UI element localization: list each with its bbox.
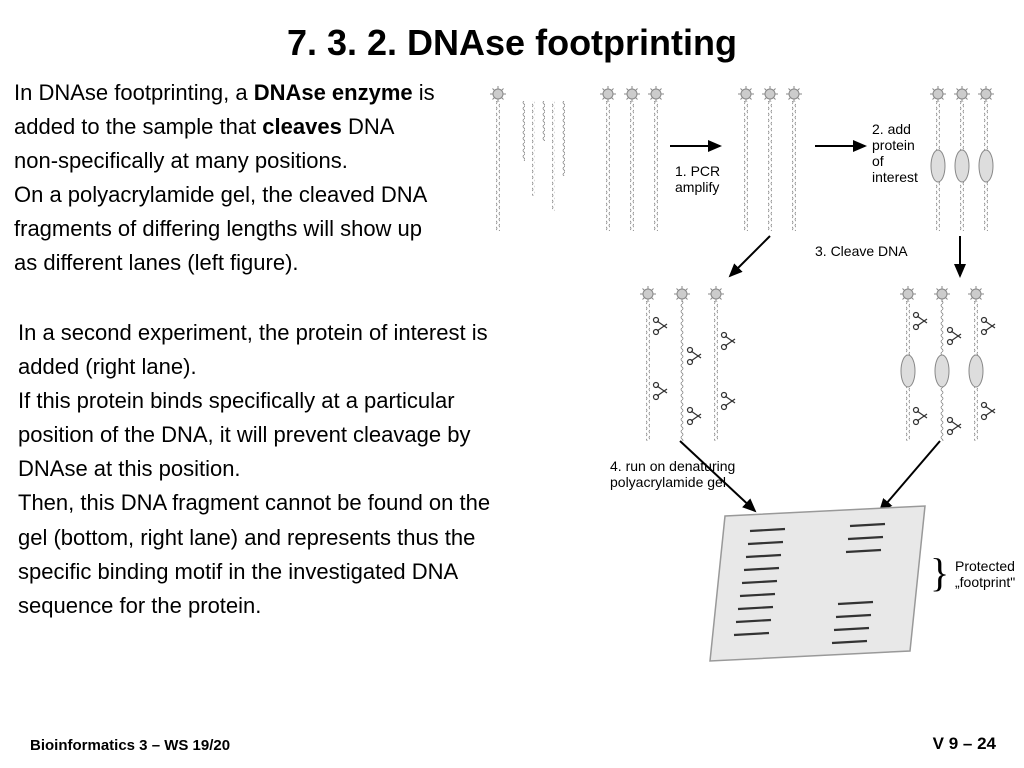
label-step3: 3. Cleave DNA <box>815 243 908 259</box>
p2-text: DNAse at this position. <box>18 456 241 481</box>
footer-course: Bioinformatics 3 – WS 19/20 <box>30 737 230 754</box>
dna-cleaved-with-protein <box>900 286 995 441</box>
label-footprint1: Protected <box>955 558 1015 574</box>
dna-fragments-varying <box>522 101 565 211</box>
p1-bold-cleaves: cleaves <box>262 114 342 139</box>
paragraph-1: In DNAse footprinting, a DNAse enzyme is… <box>14 76 454 281</box>
label-step2c: of <box>872 153 884 169</box>
p1-text: as different lanes (left figure). <box>14 250 299 275</box>
label-step1a: 1. PCR <box>675 163 720 179</box>
label-step1b: amplify <box>675 179 719 195</box>
label-step2d: interest <box>872 169 918 185</box>
diagram-svg: 1. PCR amplify 2. add protein of interes… <box>480 76 1020 666</box>
label-step4a: 4. run on denaturing <box>610 458 735 474</box>
p2-text: Then, this DNA fragment cannot be found … <box>18 490 490 515</box>
p2-text: In a second experiment, the protein of i… <box>18 320 488 345</box>
p1-bold-enzyme: DNAse enzyme <box>254 80 413 105</box>
paragraph-2: In a second experiment, the protein of i… <box>18 316 558 623</box>
footer-slide-number: V 9 – 24 <box>933 734 996 754</box>
label-step2a: 2. add <box>872 121 911 137</box>
arrow-cleave-left <box>730 236 770 276</box>
footprint-brace: } <box>930 550 949 595</box>
p2-text: If this protein binds specifically at a … <box>18 388 455 413</box>
gel-plate <box>710 506 925 661</box>
content-area: In DNAse footprinting, a DNAse enzyme is… <box>0 76 1024 716</box>
p2-text: gel (bottom, right lane) and represents … <box>18 525 475 550</box>
p1-text: is <box>413 80 435 105</box>
p1-text: On a polyacrylamide gel, the cleaved DNA <box>14 182 427 207</box>
dna-amplified-center <box>738 86 802 231</box>
label-step2b: protein <box>872 137 915 153</box>
p1-text: added to the sample that <box>14 114 262 139</box>
p2-text: sequence for the protein. <box>18 593 261 618</box>
p1-text: non-specifically at many positions. <box>14 148 348 173</box>
p2-text: specific binding motif in the investigat… <box>18 559 458 584</box>
page-title: 7. 3. 2. DNAse footprinting <box>0 0 1024 76</box>
p1-text: DNA <box>342 114 395 139</box>
dna-with-protein-group <box>930 86 994 231</box>
p1-text: fragments of differing lengths will show… <box>14 216 422 241</box>
p2-text: added (right lane). <box>18 354 197 379</box>
dna-cleaved-no-protein <box>640 286 735 441</box>
label-footprint2: „footprint" <box>955 574 1015 590</box>
dna-amplified-group <box>600 86 664 231</box>
p1-text: In DNAse footprinting, a <box>14 80 254 105</box>
footprinting-diagram: 1. PCR amplify 2. add protein of interes… <box>480 76 1020 666</box>
dna-single-strand <box>490 86 506 231</box>
arrow-gel-right <box>880 441 940 511</box>
label-step4b: polyacrylamide gel <box>610 474 726 490</box>
p2-text: position of the DNA, it will prevent cle… <box>18 422 470 447</box>
